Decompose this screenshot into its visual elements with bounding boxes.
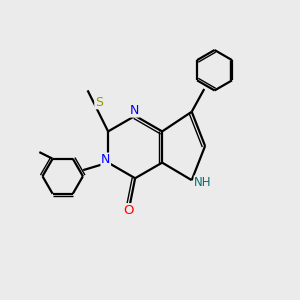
Text: O: O bbox=[123, 204, 134, 217]
Text: S: S bbox=[95, 96, 103, 109]
Text: N: N bbox=[101, 153, 110, 166]
Text: N: N bbox=[130, 104, 139, 117]
Text: NH: NH bbox=[194, 176, 212, 189]
